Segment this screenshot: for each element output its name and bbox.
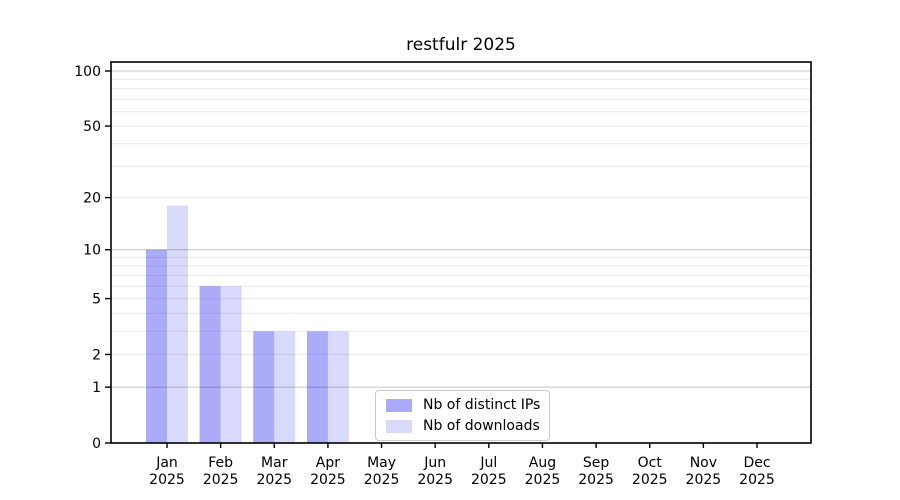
bar-nb-of-downloads-mar-2025 (274, 331, 296, 443)
x-tick-label-mar-2025-year: 2025 (256, 472, 292, 488)
bar-nb-of-distinct-ips-jan-2025 (146, 249, 167, 443)
legend-label-downloads: Nb of downloads (423, 418, 540, 434)
legend-item-distinct-ips: Nb of distinct IPs (386, 396, 540, 414)
y-tick-label-10: 10 (83, 243, 101, 259)
x-tick-label-oct-2025-year: 2025 (632, 472, 668, 488)
x-tick-label-nov-2025-month: Nov (690, 455, 717, 471)
x-tick-label-sep-2025-month: Sep (583, 455, 610, 471)
y-tick-label-50: 50 (83, 119, 101, 135)
legend-item-downloads: Nb of downloads (386, 417, 540, 435)
x-tick-label-feb-2025-year: 2025 (203, 472, 239, 488)
x-tick-label-jul-2025-month: Jul (479, 455, 497, 471)
x-tick-label-apr-2025-month: Apr (316, 455, 340, 471)
x-tick-label-may-2025-month: May (367, 455, 396, 471)
y-tick-label-20: 20 (83, 191, 101, 207)
x-tick-label-may-2025-year: 2025 (364, 472, 400, 488)
x-tick-label-jan-2025-year: 2025 (149, 472, 185, 488)
chart-title: restfulr 2025 (406, 35, 516, 55)
x-tick-label-mar-2025-month: Mar (261, 455, 288, 471)
x-tick-label-aug-2025-month: Aug (529, 455, 556, 471)
x-tick-label-sep-2025-year: 2025 (578, 472, 614, 488)
y-tick-label-5: 5 (92, 292, 101, 308)
legend-label-distinct-ips: Nb of distinct IPs (423, 397, 541, 413)
y-tick-label-100: 100 (74, 64, 101, 80)
x-tick-label-oct-2025-month: Oct (638, 455, 663, 471)
y-tick-label-0: 0 (92, 436, 101, 452)
legend-swatch-downloads (386, 419, 412, 433)
plot-frame (110, 61, 812, 444)
bar-nb-of-distinct-ips-feb-2025 (199, 286, 221, 443)
x-tick-label-feb-2025-month: Feb (208, 455, 233, 471)
x-tick-label-aug-2025-year: 2025 (525, 472, 561, 488)
x-tick-label-jun-2025-month: Jun (423, 455, 446, 471)
bar-nb-of-distinct-ips-apr-2025 (306, 331, 328, 443)
y-tick-label-2: 2 (92, 347, 101, 363)
bar-nb-of-distinct-ips-mar-2025 (253, 331, 275, 443)
x-tick-label-dec-2025-month: Dec (743, 455, 770, 471)
chart-legend: Nb of distinct IPs Nb of downloads (375, 390, 551, 441)
x-tick-label-jun-2025-year: 2025 (417, 472, 453, 488)
bar-nb-of-downloads-feb-2025 (220, 286, 242, 443)
bar-nb-of-downloads-jan-2025 (167, 205, 188, 443)
x-tick-label-dec-2025-year: 2025 (739, 472, 775, 488)
bar-nb-of-downloads-apr-2025 (327, 331, 349, 443)
y-tick-label-1: 1 (92, 380, 101, 396)
x-tick-label-apr-2025-year: 2025 (310, 472, 346, 488)
x-tick-label-jan-2025-month: Jan (155, 455, 178, 471)
x-tick-label-jul-2025-year: 2025 (471, 472, 507, 488)
x-tick-label-nov-2025-year: 2025 (686, 472, 722, 488)
legend-swatch-distinct-ips (386, 398, 412, 412)
